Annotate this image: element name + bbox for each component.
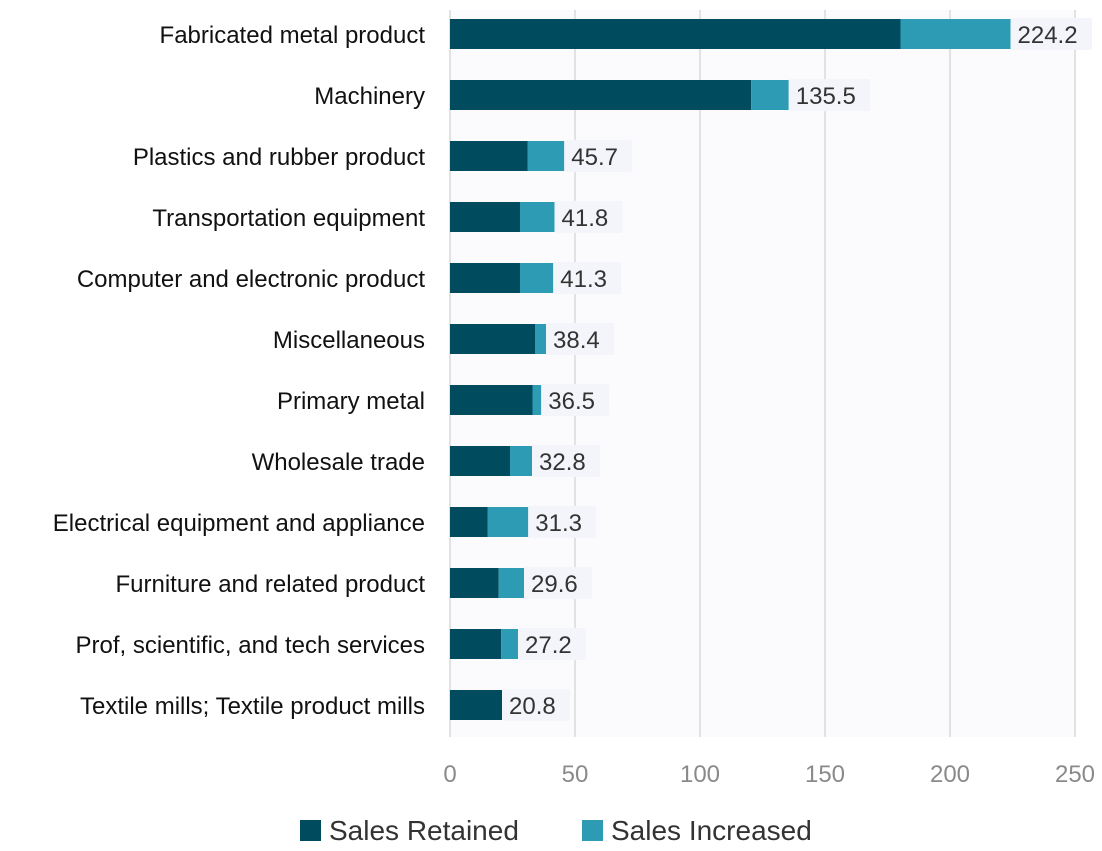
bar-total-label: 27.2 [525,632,572,659]
value-label-backdrop [532,445,600,477]
bar-segment-sales-retained [450,446,510,476]
category-labels: Fabricated metal product Machinery Plastic… [53,22,426,720]
bar-segment-sales-increased [532,385,542,415]
bar-segment-sales-retained [450,202,520,232]
bar-total-label: 32.8 [539,449,586,476]
category-label: Miscellaneous [273,327,425,354]
gridlines [449,10,1076,737]
bar-segment-sales-increased [520,263,554,293]
x-tick-label: 250 [1055,761,1095,788]
category-label: Wholesale trade [252,449,425,476]
category-label: Plastics and rubber product [133,144,425,171]
x-tick-label: 100 [680,761,720,788]
bar-segment-sales-retained [450,263,520,293]
value-label-backdrop [546,323,614,355]
legend-swatch [300,820,321,841]
bar-segment-sales-increased [900,19,1011,49]
plot-area-background [450,10,1075,737]
x-axis-tick-labels: 0 50 100 150 200 250 [443,761,1095,788]
bar-segment-sales-increased [535,324,546,354]
bar-total-label: 41.8 [562,205,609,232]
value-label-backdrop [554,201,623,233]
category-label: Electrical equipment and appliance [53,510,425,537]
bar-segment-sales-retained [450,568,499,598]
bar-segment-sales-increased [498,568,524,598]
category-label: Fabricated metal product [160,22,426,49]
bar-total-label: 20.8 [509,693,556,720]
bar-total-label: 31.3 [535,510,582,537]
bar-segment-sales-retained [450,19,901,49]
bar-segment-sales-increased [501,629,518,659]
value-label-backdrop [541,384,610,416]
bar-total-label: 41.3 [560,266,607,293]
bar-segment-sales-increased [527,141,565,171]
category-label: Furniture and related product [115,571,425,598]
category-label: Textile mills; Textile product mills [80,693,425,720]
bar-total-label: 45.7 [571,144,618,171]
bar-total-label: 38.4 [553,327,600,354]
bars: 224.2 135.5 45.7 41.8 41.3 38.4 36.5 32.8 31.3 29… [450,18,1092,721]
bar-total-label: 135.5 [796,83,856,110]
bar-segment-sales-retained [450,385,533,415]
value-label-backdrop [518,628,586,660]
bar-segment-sales-increased [510,446,532,476]
category-label: Transportation equipment [152,205,425,232]
bar-segment-sales-retained [450,80,752,110]
legend: Sales Retained Sales Increased [300,815,812,846]
bar-total-label: 36.5 [548,388,595,415]
bar-segment-sales-retained [450,324,535,354]
category-label: Computer and electronic product [77,266,426,293]
value-label-backdrop [553,262,622,294]
category-label: Primary metal [277,388,425,415]
value-label-backdrop [528,506,597,538]
x-tick-label: 200 [930,761,970,788]
category-label: Prof, scientific, and tech services [76,632,425,659]
legend-swatch [582,820,603,841]
x-tick-label: 50 [562,761,589,788]
bar-total-label: 29.6 [531,571,578,598]
bar-segment-sales-increased [520,202,555,232]
bar-total-label: 224.2 [1018,22,1078,49]
value-label-backdrop [502,689,570,721]
bar-segment-sales-increased [487,507,529,537]
bar-segment-sales-retained [450,629,502,659]
bar-segment-sales-retained [450,507,488,537]
value-label-backdrop [1010,18,1092,50]
bar-segment-sales-retained [450,690,502,720]
value-label-backdrop [564,140,633,172]
value-label-backdrop [788,79,871,111]
legend-label: Sales Increased [611,815,812,846]
legend-label: Sales Retained [329,815,519,846]
x-tick-label: 150 [805,761,845,788]
value-label-backdrop [524,567,592,599]
bar-segment-sales-increased [751,80,789,110]
category-label: Machinery [314,83,425,110]
x-tick-label: 0 [443,761,456,788]
bar-segment-sales-retained [450,141,528,171]
